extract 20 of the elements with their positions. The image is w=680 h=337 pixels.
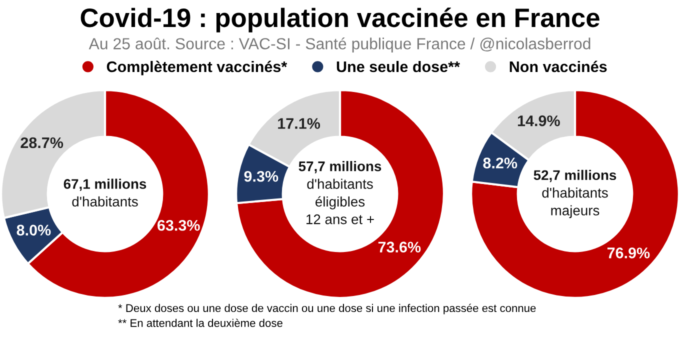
data-label: 63.3%: [158, 220, 200, 231]
chart-title: Covid-19 : population vaccinée en France: [80, 8, 600, 32]
data-label: 9.3%: [244, 170, 278, 182]
donut-slice: [470, 89, 680, 299]
legend-label: Une seule dose**: [336, 60, 460, 72]
text: * Deux doses ou une dose de vaccin ou une dose si une infection passée est connue: [118, 304, 536, 314]
data-label: 14.9%: [518, 115, 560, 126]
data-label: 17.1%: [278, 118, 320, 129]
chart-subtitle: Au 25 août. Source : VAC-SI - Santé publique France / @nicolasberrod: [88, 37, 590, 53]
data-label: 8.2%: [483, 158, 518, 168]
text: 67,1 millions d'habitants: [64, 178, 146, 207]
text: 57,7 millions d'habitants éligibles 12 ans et +: [298, 161, 382, 224]
text: 52,7 millions d'habitants majeurs: [534, 170, 616, 218]
data-label: 76.9%: [607, 248, 650, 258]
text: ** En attendant la deuxième dose: [118, 318, 282, 327]
legend-label: Non vaccinés: [510, 60, 607, 72]
data-label: 28.7%: [20, 137, 64, 148]
data-label: 8.0%: [16, 224, 51, 236]
data-label: 73.6%: [378, 242, 421, 253]
legend-label: Complètement vaccinés*: [106, 60, 288, 76]
